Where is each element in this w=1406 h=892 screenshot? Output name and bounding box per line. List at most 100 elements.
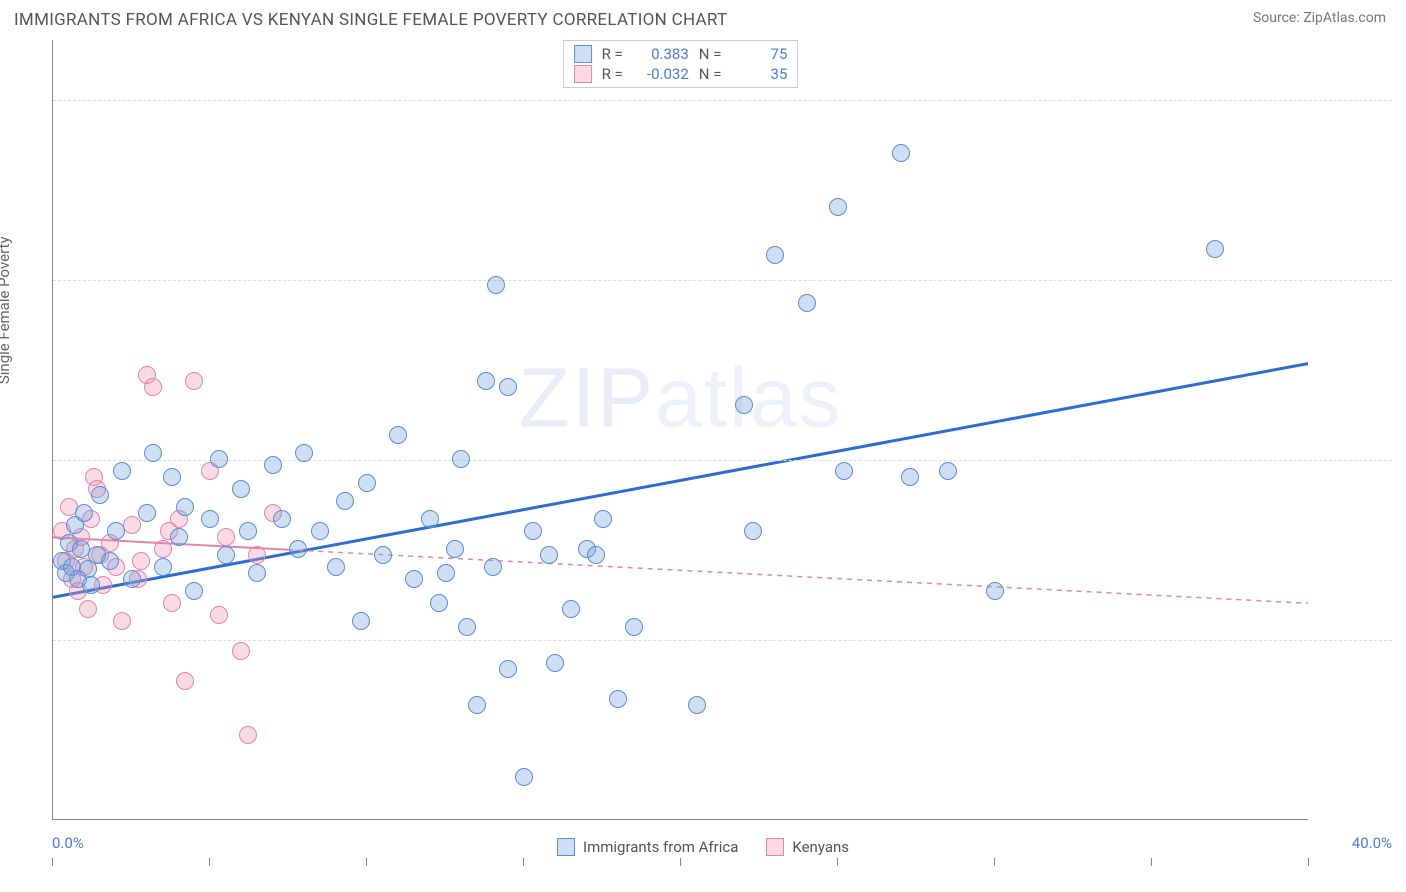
data-point-kenyans	[79, 600, 97, 618]
data-point-africa	[144, 444, 162, 462]
data-point-africa	[499, 660, 517, 678]
swatch-africa	[574, 45, 592, 63]
stats-row-kenyans: R = -0.032 N = 35	[574, 64, 788, 84]
data-point-africa	[587, 546, 605, 564]
data-point-africa	[123, 570, 141, 588]
data-point-kenyans	[239, 726, 257, 744]
data-point-africa	[91, 486, 109, 504]
stats-row-africa: R = 0.383 N = 75	[574, 44, 788, 64]
data-point-africa	[75, 504, 93, 522]
x-tick	[52, 858, 53, 866]
data-point-africa	[176, 498, 194, 516]
grid-line	[53, 640, 1392, 641]
bottom-legend: Immigrants from Africa Kenyans	[557, 838, 849, 856]
data-point-africa	[374, 546, 392, 564]
data-point-africa	[101, 552, 119, 570]
data-point-africa	[239, 522, 257, 540]
plot-area: ZIPatlas R = 0.383 N = 75 R = -0.032 N =…	[52, 40, 1308, 820]
grid-line	[53, 100, 1392, 101]
data-point-africa	[468, 696, 486, 714]
data-point-africa	[446, 540, 464, 558]
x-tick	[680, 858, 681, 866]
data-point-africa	[515, 768, 533, 786]
watermark-bold: ZIP	[518, 351, 655, 445]
data-point-africa	[458, 618, 476, 636]
data-point-africa	[892, 144, 910, 162]
data-point-kenyans	[144, 378, 162, 396]
data-point-kenyans	[113, 612, 131, 630]
data-point-kenyans	[176, 672, 194, 690]
data-point-africa	[766, 246, 784, 264]
data-point-kenyans	[163, 594, 181, 612]
r-label: R =	[602, 45, 623, 63]
data-point-africa	[113, 462, 131, 480]
data-point-africa	[389, 426, 407, 444]
legend-item-kenyans: Kenyans	[766, 838, 849, 856]
data-point-africa	[352, 612, 370, 630]
data-point-africa	[609, 690, 627, 708]
data-point-kenyans	[210, 606, 228, 624]
data-point-africa	[798, 294, 816, 312]
data-point-africa	[273, 510, 291, 528]
data-point-africa	[327, 558, 345, 576]
x-tick	[1151, 858, 1152, 866]
data-point-kenyans	[132, 552, 150, 570]
data-point-africa	[477, 372, 495, 390]
data-point-africa	[540, 546, 558, 564]
chart-header: IMMIGRANTS FROM AFRICA VS KENYAN SINGLE …	[0, 0, 1406, 36]
data-point-kenyans	[123, 516, 141, 534]
grid-line	[53, 280, 1392, 281]
x-tick-label: 0.0%	[52, 834, 84, 852]
data-point-africa	[735, 396, 753, 414]
data-point-africa	[264, 456, 282, 474]
data-point-africa	[311, 522, 329, 540]
legend-label-africa: Immigrants from Africa	[583, 838, 738, 856]
legend-swatch-kenyans	[766, 838, 784, 856]
r-label-2: R =	[602, 65, 623, 83]
legend-label-kenyans: Kenyans	[792, 838, 849, 856]
chart-title: IMMIGRANTS FROM AFRICA VS KENYAN SINGLE …	[14, 10, 727, 30]
data-point-kenyans	[217, 528, 235, 546]
data-point-africa	[248, 564, 266, 582]
data-point-africa	[452, 450, 470, 468]
data-point-africa	[829, 198, 847, 216]
x-tick	[837, 858, 838, 866]
data-point-africa	[499, 378, 517, 396]
data-point-kenyans	[248, 546, 266, 564]
source-attribution: Source: ZipAtlas.com	[1253, 10, 1386, 26]
watermark-text: ZIPatlas	[518, 350, 842, 447]
data-point-africa	[295, 444, 313, 462]
stats-legend: R = 0.383 N = 75 R = -0.032 N = 35	[563, 40, 799, 88]
n-label: N =	[699, 45, 722, 63]
data-point-africa	[430, 594, 448, 612]
r-value-kenyans: -0.032	[633, 65, 689, 83]
data-point-africa	[201, 510, 219, 528]
r-value-africa: 0.383	[633, 45, 689, 63]
data-point-africa	[163, 468, 181, 486]
data-point-africa	[835, 462, 853, 480]
data-point-africa	[421, 510, 439, 528]
trend-lines-layer	[53, 40, 1308, 819]
x-tick-label: 40.0%	[1352, 834, 1392, 852]
data-point-africa	[217, 546, 235, 564]
data-point-kenyans	[232, 642, 250, 660]
data-point-africa	[154, 558, 172, 576]
data-point-africa	[405, 570, 423, 588]
data-point-africa	[594, 510, 612, 528]
data-point-africa	[901, 468, 919, 486]
n-label-2: N =	[699, 65, 722, 83]
x-tick	[994, 858, 995, 866]
y-axis-label: Single Female Poverty	[0, 236, 13, 384]
data-point-africa	[185, 582, 203, 600]
data-point-africa	[487, 276, 505, 294]
x-tick	[1308, 858, 1309, 866]
data-point-africa	[939, 462, 957, 480]
data-point-africa	[688, 696, 706, 714]
data-point-africa	[625, 618, 643, 636]
data-point-africa	[437, 564, 455, 582]
data-point-africa	[986, 582, 1004, 600]
x-tick	[523, 858, 524, 866]
chart-container: Single Female Poverty ZIPatlas R = 0.383…	[14, 40, 1392, 858]
data-point-africa	[484, 558, 502, 576]
data-point-africa	[524, 522, 542, 540]
